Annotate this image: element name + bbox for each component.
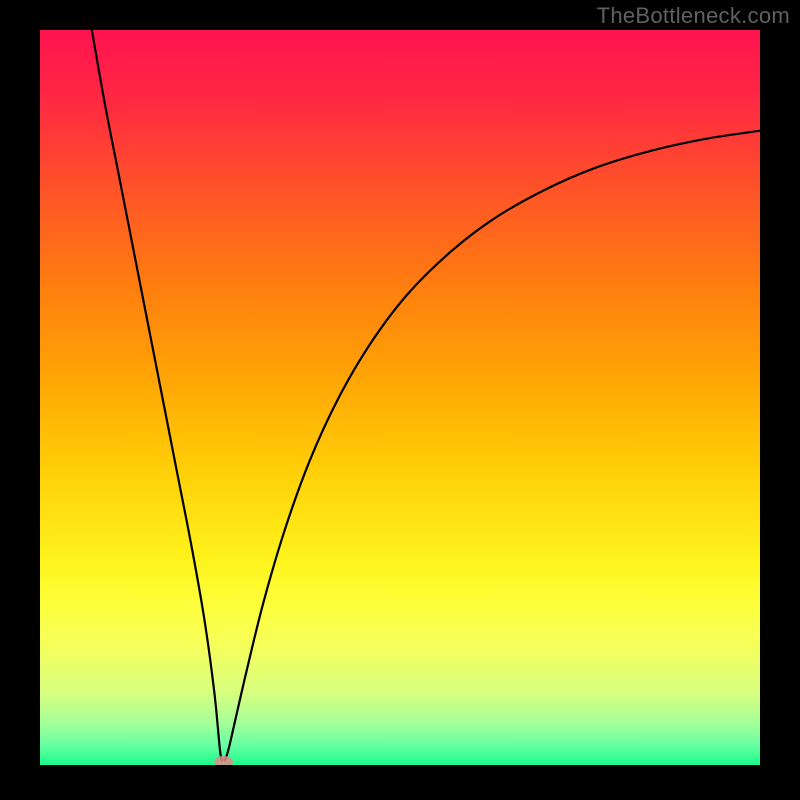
dip-marker: [214, 756, 233, 768]
chart-container: TheBottleneck.com: [0, 0, 800, 800]
bottleneck-chart: [0, 0, 800, 800]
plot-background: [40, 30, 760, 765]
watermark-text: TheBottleneck.com: [597, 3, 790, 29]
